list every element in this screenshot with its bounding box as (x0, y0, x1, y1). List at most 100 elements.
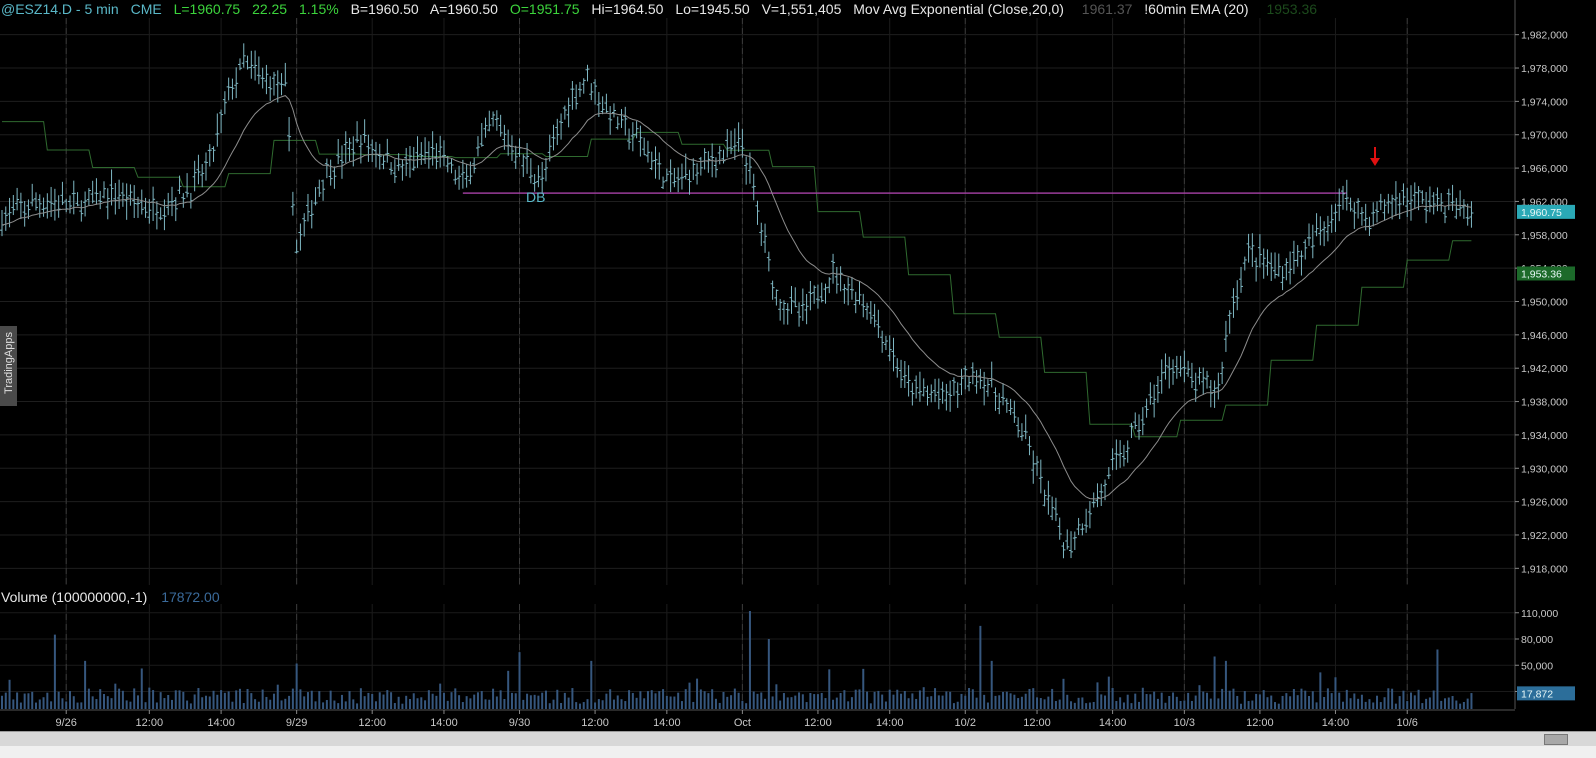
volume-tick-label: 110,000 (1521, 608, 1558, 620)
price-tick-label: 1,966,000 (1521, 163, 1568, 175)
price-bar (1420, 190, 1425, 205)
volume-bar (231, 701, 234, 709)
price-bar (974, 370, 979, 394)
volume-bar (1255, 693, 1258, 709)
volume-bar (1187, 692, 1190, 709)
volume-bar (1028, 688, 1031, 709)
volume-bar (1357, 698, 1360, 709)
price-bar (1174, 355, 1179, 379)
volume-bar (639, 691, 642, 709)
price-bar (1148, 382, 1153, 405)
price-bar (377, 143, 382, 170)
price-bar (260, 67, 265, 89)
price-bar (827, 277, 832, 294)
price-bar (389, 162, 394, 175)
price-bar (358, 134, 363, 164)
volume-bar (1190, 700, 1193, 709)
volume-bar (594, 702, 597, 709)
price-bar (1129, 422, 1134, 439)
price-bar (1257, 234, 1262, 268)
price-bar (521, 154, 526, 178)
volume-bar (416, 698, 419, 709)
volume-bar (881, 694, 884, 709)
price-bar (381, 154, 386, 170)
price-bar (1121, 444, 1126, 467)
header-low: Lo=1945.50 (675, 1, 750, 17)
volume-bar (167, 694, 170, 709)
volume-bar (737, 692, 740, 709)
volume-bar (1387, 688, 1390, 709)
volume-bar (80, 702, 83, 709)
volume-bar (118, 688, 121, 709)
tradingapps-tab[interactable]: TradingApps (0, 326, 17, 406)
volume-bar (1020, 696, 1023, 709)
price-bars[interactable] (0, 43, 1474, 559)
price-bar (566, 97, 571, 128)
volume-bar (50, 701, 53, 709)
price-bar (800, 288, 805, 321)
volume-bar (828, 669, 831, 709)
volume-bar (291, 688, 294, 709)
volume-bar (1119, 697, 1122, 709)
price-bar (1023, 414, 1028, 440)
volume-bar (1145, 694, 1148, 709)
price-bar (1386, 193, 1391, 214)
time-tick-label: 12:00 (804, 717, 832, 729)
double-bottom-label[interactable]: DB (526, 189, 545, 205)
volume-bar (1330, 693, 1333, 709)
horizontal-scrollbar[interactable] (0, 731, 1596, 746)
volume-bar (635, 697, 638, 709)
volume-bar (612, 699, 615, 709)
volume-bar (1266, 697, 1269, 709)
price-bar (139, 189, 144, 215)
volume-bars[interactable] (1, 611, 1473, 709)
time-axis[interactable]: 9/26 12:00 14:00 9/29 12:00 14:00 9/30 12:00 14:… (0, 709, 1515, 729)
volume-bar (121, 690, 124, 709)
volume-bar (99, 689, 102, 709)
price-bar (460, 159, 465, 189)
volume-bar (148, 687, 151, 709)
price-bar (1356, 198, 1361, 219)
volume-bar (359, 688, 362, 709)
price-bar (52, 188, 57, 221)
header-symbol: @ESZ14.D - 5 min (1, 1, 119, 17)
volume-bar (1315, 702, 1318, 709)
volume-bar (786, 697, 789, 709)
price-bar (940, 381, 945, 404)
price-bar (1454, 197, 1459, 220)
price-bar (899, 359, 904, 388)
price-bar (736, 122, 741, 152)
ema-20-line (1, 95, 1472, 500)
volume-bar (722, 691, 725, 709)
volume-bar (84, 660, 87, 709)
price-bar (434, 143, 439, 170)
volume-bar (356, 703, 359, 709)
price-bar (585, 64, 590, 82)
volume-bar (450, 692, 453, 709)
price-bar (336, 139, 341, 165)
price-bar (294, 239, 299, 254)
volume-bar (1421, 703, 1424, 709)
price-bar (90, 180, 95, 204)
price-bar (1450, 184, 1455, 211)
price-bar (1091, 492, 1096, 508)
price-bar (230, 78, 235, 100)
down-arrow-icon[interactable] (1370, 147, 1380, 166)
volume-bar (484, 699, 487, 709)
time-tick-label: 10/2 (955, 717, 976, 729)
volume-bar (174, 690, 177, 709)
volume-bar (1175, 696, 1178, 709)
volume-bar (809, 692, 812, 709)
volume-bar (269, 699, 272, 709)
volume-bar (567, 697, 570, 709)
price-bar (1231, 288, 1236, 318)
price-bar (653, 146, 658, 179)
volume-bar (1092, 701, 1095, 709)
price-bar (948, 380, 953, 412)
volume-bar (862, 668, 865, 709)
price-bar (33, 192, 38, 211)
volume-bar (952, 703, 955, 709)
scrollbar-thumb[interactable] (1544, 734, 1568, 745)
